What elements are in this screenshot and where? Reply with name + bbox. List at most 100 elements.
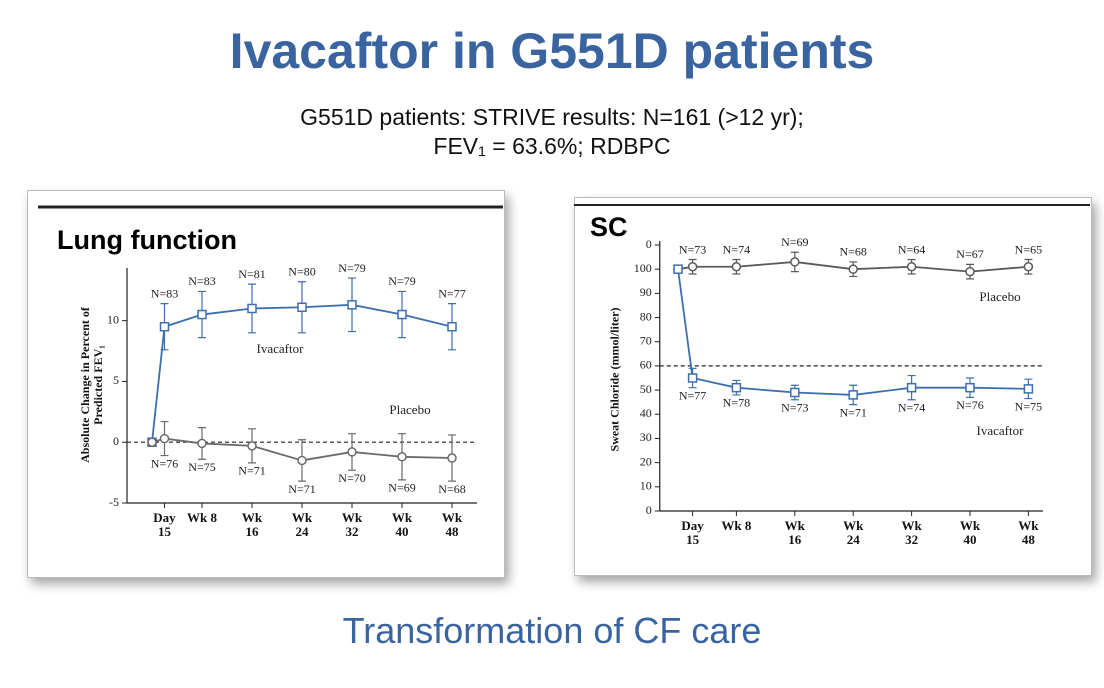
y-tick-label: 10 xyxy=(107,312,119,326)
x-tick-label: Day 15 xyxy=(681,518,704,547)
y-tick-label: 90 xyxy=(640,285,652,299)
y-tick-label: 30 xyxy=(640,430,652,444)
y-tick-label: 5 xyxy=(113,373,119,387)
y-tick-label: 80 xyxy=(640,309,652,323)
y-axis-label: Absolute Change in Percent of Predicted … xyxy=(78,307,105,463)
n-label: N=75 xyxy=(188,460,215,474)
marker xyxy=(159,321,170,332)
n-label: N=68 xyxy=(839,245,866,259)
marker xyxy=(397,452,407,462)
n-label: N=65 xyxy=(1015,242,1042,256)
series-label: Placebo xyxy=(389,402,430,417)
x-tick-label: Wk 24 xyxy=(291,510,313,539)
x-tick-label: Wk 48 xyxy=(441,510,463,539)
chart-title: Lung function xyxy=(57,225,237,255)
marker xyxy=(687,373,698,383)
n-label: N=77 xyxy=(438,286,465,300)
x-tick-label: Wk 16 xyxy=(241,510,263,539)
n-label: N=64 xyxy=(898,242,925,256)
x-tick-label: Wk 48 xyxy=(1018,518,1039,547)
marker xyxy=(1023,262,1034,272)
marker xyxy=(731,262,742,272)
y-axis-label: Sweat Chloride (mmol/liter) xyxy=(607,307,622,452)
marker xyxy=(197,438,207,449)
marker xyxy=(790,257,800,267)
marker xyxy=(297,302,307,313)
marker xyxy=(197,309,207,320)
marker xyxy=(347,447,357,457)
series-line xyxy=(151,437,453,462)
n-label: N=75 xyxy=(1015,399,1042,413)
y-tick-label: 70 xyxy=(640,333,652,347)
marker xyxy=(247,441,257,451)
x-tick-label: Wk 32 xyxy=(901,518,922,547)
x-tick-label: Wk 8 xyxy=(721,518,752,533)
marker xyxy=(906,382,917,393)
marker xyxy=(347,300,357,310)
x-tick-label: Wk 32 xyxy=(341,510,363,539)
marker xyxy=(906,262,917,272)
x-tick-label: Wk 40 xyxy=(391,510,413,539)
n-label: N=74 xyxy=(898,401,925,415)
y-tick-label: 0 xyxy=(113,434,119,448)
n-label: N=78 xyxy=(723,396,750,410)
n-label: N=73 xyxy=(679,242,706,256)
x-tick-label: Day 15 xyxy=(153,510,176,539)
n-label: N=76 xyxy=(956,398,983,412)
x-tick-label: Wk 40 xyxy=(959,518,981,547)
n-label: N=76 xyxy=(151,456,178,470)
n-label: N=83 xyxy=(188,274,215,288)
series-label: Placebo xyxy=(979,289,1020,304)
n-label: N=71 xyxy=(839,405,866,419)
n-label: N=79 xyxy=(338,261,365,275)
marker xyxy=(848,390,858,400)
marker xyxy=(1023,384,1034,394)
marker xyxy=(965,266,975,277)
footer: Transformation of CF care xyxy=(342,610,762,651)
n-label: N=70 xyxy=(338,471,365,485)
marker xyxy=(397,309,407,320)
n-label: N=83 xyxy=(151,286,178,300)
y-tick-label: 0 xyxy=(646,503,652,517)
marker xyxy=(147,437,157,447)
marker xyxy=(447,453,457,463)
marker xyxy=(297,455,307,466)
x-tick-label: Wk 16 xyxy=(784,518,805,547)
y-tick-label: -5 xyxy=(109,495,119,509)
marker xyxy=(447,321,457,332)
n-label: N=71 xyxy=(238,464,265,478)
chart-frame xyxy=(27,190,505,578)
n-label: N=69 xyxy=(781,235,808,249)
n-label: N=81 xyxy=(238,267,265,281)
n-label: N=79 xyxy=(388,274,415,288)
marker xyxy=(159,433,170,444)
marker xyxy=(790,387,800,398)
marker xyxy=(247,303,257,314)
marker xyxy=(687,262,698,272)
marker xyxy=(965,382,975,393)
x-tick-label: Wk 24 xyxy=(843,518,864,547)
n-label: N=71 xyxy=(288,482,315,496)
slide-title: Ivacaftor in G551D patients xyxy=(229,23,875,79)
series-label: Ivacaftor xyxy=(257,341,305,356)
x-tick-label: Wk 8 xyxy=(187,510,217,525)
n-label: N=80 xyxy=(288,264,315,278)
series-label: Ivacaftor xyxy=(977,423,1025,438)
marker xyxy=(673,264,683,274)
chart-title: SC xyxy=(590,212,628,242)
n-label: N=67 xyxy=(956,247,983,261)
n-label: N=68 xyxy=(438,482,465,496)
n-label: N=77 xyxy=(679,388,706,402)
y-tick-label: 0 xyxy=(646,237,652,251)
subtitle-line: G551D patients: STRIVE results: N=161 (>… xyxy=(300,104,804,130)
y-tick-label: 100 xyxy=(634,261,652,275)
y-tick-label: 10 xyxy=(640,479,652,493)
subtitle: G551D patients: STRIVE results: N=161 (>… xyxy=(0,103,1104,161)
marker xyxy=(731,382,742,393)
n-label: N=69 xyxy=(388,481,415,495)
series-line xyxy=(677,269,1029,396)
n-label: N=73 xyxy=(781,401,808,415)
y-tick-label: 60 xyxy=(640,358,652,372)
